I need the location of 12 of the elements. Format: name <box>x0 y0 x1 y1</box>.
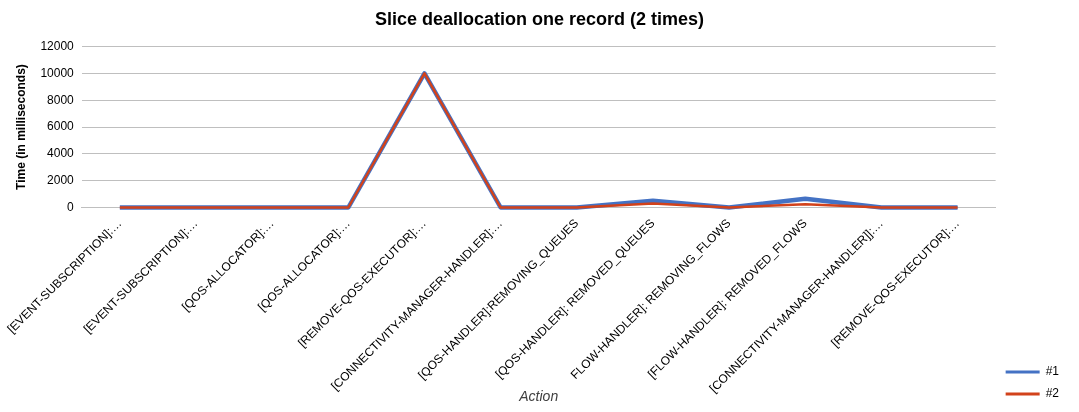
chart-title: Slice deallocation one record (2 times) <box>374 8 705 29</box>
y-tick-label: 4000 <box>47 146 75 161</box>
y-tick-label: 0 <box>67 199 75 214</box>
y-tick-label: 2000 <box>47 173 75 187</box>
legend-label: #2 <box>1045 386 1060 401</box>
y-tick-label: 8000 <box>47 92 75 107</box>
y-tick-label: 10000 <box>40 65 75 80</box>
y-tick-label: 12000 <box>40 38 75 53</box>
y-axis-title: Time (in milliseconds) <box>13 64 28 190</box>
y-tick-label: 6000 <box>47 119 75 134</box>
legend-label: #1 <box>1045 364 1060 379</box>
x-axis-title: Action <box>518 388 559 405</box>
